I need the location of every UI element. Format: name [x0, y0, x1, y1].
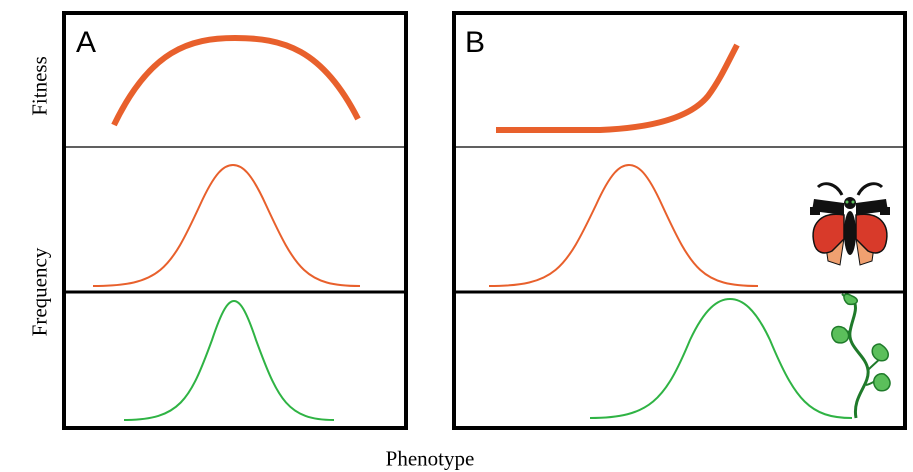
panel-a-letter: A	[76, 26, 97, 59]
panel-b-fitness-curve	[496, 43, 740, 133]
moth-icon	[810, 182, 890, 266]
panel-a-frame	[62, 11, 408, 430]
panel-b-frame	[452, 11, 907, 430]
y-axis-label-fitness: Fitness	[27, 56, 52, 116]
panel-a-insect-distribution	[92, 163, 361, 287]
panel-a	[62, 11, 408, 430]
vine-plant-icon	[831, 293, 891, 419]
panel-b-letter: B	[465, 26, 486, 59]
panel-a-fitness-curve	[111, 34, 361, 127]
panel-b-plant-distribution	[589, 297, 853, 419]
y-axis-label-frequency: Frequency	[27, 247, 52, 337]
panel-a-plant-distribution	[123, 299, 335, 421]
x-axis-label-phenotype: Phenotype	[385, 446, 475, 471]
panel-b	[452, 11, 907, 430]
panel-b-insect-distribution	[488, 163, 759, 287]
